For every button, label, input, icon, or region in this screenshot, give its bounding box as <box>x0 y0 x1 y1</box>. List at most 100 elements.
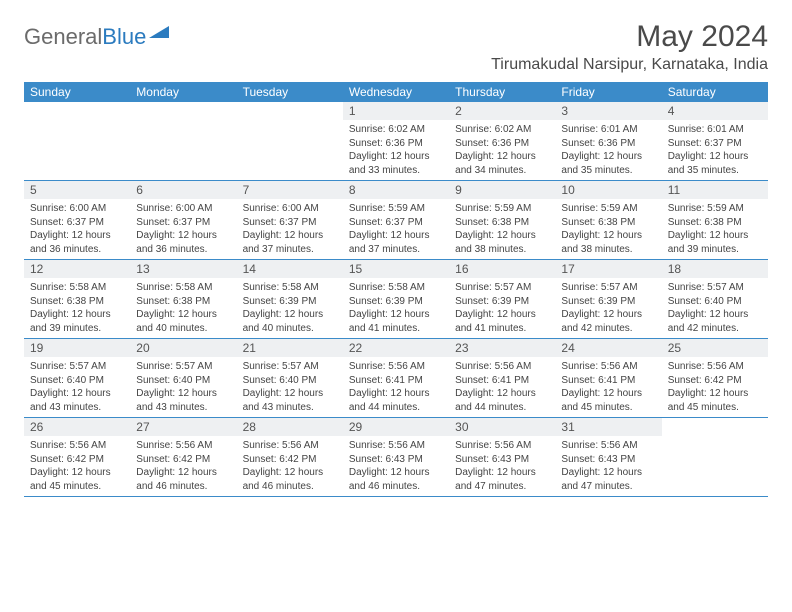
day-info: Sunrise: 5:59 AMSunset: 6:38 PMDaylight:… <box>662 199 768 259</box>
day-info: Sunrise: 5:57 AMSunset: 6:39 PMDaylight:… <box>555 278 661 338</box>
day-cell: 23Sunrise: 5:56 AMSunset: 6:41 PMDayligh… <box>449 339 555 417</box>
day-number: 27 <box>130 418 236 436</box>
day-info: Sunrise: 5:57 AMSunset: 6:40 PMDaylight:… <box>130 357 236 417</box>
day-number: 4 <box>662 102 768 120</box>
day-number: 22 <box>343 339 449 357</box>
day-info: Sunrise: 5:56 AMSunset: 6:42 PMDaylight:… <box>237 436 343 496</box>
calendar: Sunday Monday Tuesday Wednesday Thursday… <box>24 82 768 497</box>
day-header: Thursday <box>449 82 555 102</box>
day-number: 26 <box>24 418 130 436</box>
day-cell: 16Sunrise: 5:57 AMSunset: 6:39 PMDayligh… <box>449 260 555 338</box>
day-info: Sunrise: 5:57 AMSunset: 6:40 PMDaylight:… <box>237 357 343 417</box>
day-header: Monday <box>130 82 236 102</box>
day-cell: 10Sunrise: 5:59 AMSunset: 6:38 PMDayligh… <box>555 181 661 259</box>
week-row: 19Sunrise: 5:57 AMSunset: 6:40 PMDayligh… <box>24 339 768 418</box>
day-number: 8 <box>343 181 449 199</box>
week-row: 1Sunrise: 6:02 AMSunset: 6:36 PMDaylight… <box>24 102 768 181</box>
day-info: Sunrise: 5:56 AMSunset: 6:42 PMDaylight:… <box>24 436 130 496</box>
day-number: 14 <box>237 260 343 278</box>
day-header: Tuesday <box>237 82 343 102</box>
empty-day-cell <box>237 102 343 180</box>
day-cell: 15Sunrise: 5:58 AMSunset: 6:39 PMDayligh… <box>343 260 449 338</box>
day-info: Sunrise: 5:58 AMSunset: 6:38 PMDaylight:… <box>24 278 130 338</box>
day-cell: 28Sunrise: 5:56 AMSunset: 6:42 PMDayligh… <box>237 418 343 496</box>
day-info: Sunrise: 5:56 AMSunset: 6:43 PMDaylight:… <box>449 436 555 496</box>
day-cell: 17Sunrise: 5:57 AMSunset: 6:39 PMDayligh… <box>555 260 661 338</box>
day-info: Sunrise: 5:57 AMSunset: 6:40 PMDaylight:… <box>24 357 130 417</box>
day-number: 7 <box>237 181 343 199</box>
day-number: 11 <box>662 181 768 199</box>
logo-triangle-icon <box>149 24 169 45</box>
day-cell: 11Sunrise: 5:59 AMSunset: 6:38 PMDayligh… <box>662 181 768 259</box>
day-cell: 31Sunrise: 5:56 AMSunset: 6:43 PMDayligh… <box>555 418 661 496</box>
day-number: 31 <box>555 418 661 436</box>
day-cell: 9Sunrise: 5:59 AMSunset: 6:38 PMDaylight… <box>449 181 555 259</box>
day-info: Sunrise: 5:59 AMSunset: 6:38 PMDaylight:… <box>449 199 555 259</box>
day-cell: 13Sunrise: 5:58 AMSunset: 6:38 PMDayligh… <box>130 260 236 338</box>
day-number: 23 <box>449 339 555 357</box>
day-cell: 22Sunrise: 5:56 AMSunset: 6:41 PMDayligh… <box>343 339 449 417</box>
day-number: 1 <box>343 102 449 120</box>
day-info: Sunrise: 5:56 AMSunset: 6:43 PMDaylight:… <box>343 436 449 496</box>
day-number: 20 <box>130 339 236 357</box>
day-header: Wednesday <box>343 82 449 102</box>
day-info: Sunrise: 5:56 AMSunset: 6:41 PMDaylight:… <box>449 357 555 417</box>
day-number: 9 <box>449 181 555 199</box>
day-number: 5 <box>24 181 130 199</box>
day-number: 16 <box>449 260 555 278</box>
day-number: 10 <box>555 181 661 199</box>
logo-text-blue: Blue <box>102 24 146 50</box>
day-cell: 19Sunrise: 5:57 AMSunset: 6:40 PMDayligh… <box>24 339 130 417</box>
day-info: Sunrise: 5:56 AMSunset: 6:42 PMDaylight:… <box>662 357 768 417</box>
day-cell: 24Sunrise: 5:56 AMSunset: 6:41 PMDayligh… <box>555 339 661 417</box>
day-number: 2 <box>449 102 555 120</box>
empty-day-cell <box>662 418 768 496</box>
day-info: Sunrise: 5:57 AMSunset: 6:40 PMDaylight:… <box>662 278 768 338</box>
day-info: Sunrise: 5:59 AMSunset: 6:37 PMDaylight:… <box>343 199 449 259</box>
day-number: 13 <box>130 260 236 278</box>
day-info: Sunrise: 5:56 AMSunset: 6:41 PMDaylight:… <box>343 357 449 417</box>
day-header: Sunday <box>24 82 130 102</box>
day-cell: 20Sunrise: 5:57 AMSunset: 6:40 PMDayligh… <box>130 339 236 417</box>
logo: GeneralBlue <box>24 24 169 50</box>
day-info: Sunrise: 5:58 AMSunset: 6:38 PMDaylight:… <box>130 278 236 338</box>
day-cell: 30Sunrise: 5:56 AMSunset: 6:43 PMDayligh… <box>449 418 555 496</box>
title-block: May 2024 Tirumakudal Narsipur, Karnataka… <box>491 20 768 74</box>
day-header: Saturday <box>662 82 768 102</box>
day-info: Sunrise: 6:00 AMSunset: 6:37 PMDaylight:… <box>237 199 343 259</box>
day-info: Sunrise: 6:02 AMSunset: 6:36 PMDaylight:… <box>449 120 555 180</box>
day-cell: 21Sunrise: 5:57 AMSunset: 6:40 PMDayligh… <box>237 339 343 417</box>
day-cell: 27Sunrise: 5:56 AMSunset: 6:42 PMDayligh… <box>130 418 236 496</box>
header: GeneralBlue May 2024 Tirumakudal Narsipu… <box>24 20 768 74</box>
day-cell: 26Sunrise: 5:56 AMSunset: 6:42 PMDayligh… <box>24 418 130 496</box>
day-number: 21 <box>237 339 343 357</box>
day-cell: 5Sunrise: 6:00 AMSunset: 6:37 PMDaylight… <box>24 181 130 259</box>
location: Tirumakudal Narsipur, Karnataka, India <box>491 56 768 74</box>
day-number: 15 <box>343 260 449 278</box>
day-info: Sunrise: 5:58 AMSunset: 6:39 PMDaylight:… <box>237 278 343 338</box>
day-number: 29 <box>343 418 449 436</box>
day-number: 25 <box>662 339 768 357</box>
day-info: Sunrise: 6:02 AMSunset: 6:36 PMDaylight:… <box>343 120 449 180</box>
day-number: 6 <box>130 181 236 199</box>
day-info: Sunrise: 6:01 AMSunset: 6:37 PMDaylight:… <box>662 120 768 180</box>
day-info: Sunrise: 5:59 AMSunset: 6:38 PMDaylight:… <box>555 199 661 259</box>
day-number: 17 <box>555 260 661 278</box>
day-number: 3 <box>555 102 661 120</box>
day-cell: 25Sunrise: 5:56 AMSunset: 6:42 PMDayligh… <box>662 339 768 417</box>
logo-text-gray: General <box>24 24 102 50</box>
day-cell: 12Sunrise: 5:58 AMSunset: 6:38 PMDayligh… <box>24 260 130 338</box>
empty-day-cell <box>24 102 130 180</box>
day-info: Sunrise: 6:00 AMSunset: 6:37 PMDaylight:… <box>24 199 130 259</box>
day-cell: 4Sunrise: 6:01 AMSunset: 6:37 PMDaylight… <box>662 102 768 180</box>
day-number: 18 <box>662 260 768 278</box>
day-info: Sunrise: 5:58 AMSunset: 6:39 PMDaylight:… <box>343 278 449 338</box>
day-cell: 7Sunrise: 6:00 AMSunset: 6:37 PMDaylight… <box>237 181 343 259</box>
day-cell: 29Sunrise: 5:56 AMSunset: 6:43 PMDayligh… <box>343 418 449 496</box>
day-headers-row: Sunday Monday Tuesday Wednesday Thursday… <box>24 82 768 102</box>
week-row: 5Sunrise: 6:00 AMSunset: 6:37 PMDaylight… <box>24 181 768 260</box>
day-number: 19 <box>24 339 130 357</box>
day-number: 30 <box>449 418 555 436</box>
day-cell: 2Sunrise: 6:02 AMSunset: 6:36 PMDaylight… <box>449 102 555 180</box>
day-info: Sunrise: 5:56 AMSunset: 6:41 PMDaylight:… <box>555 357 661 417</box>
